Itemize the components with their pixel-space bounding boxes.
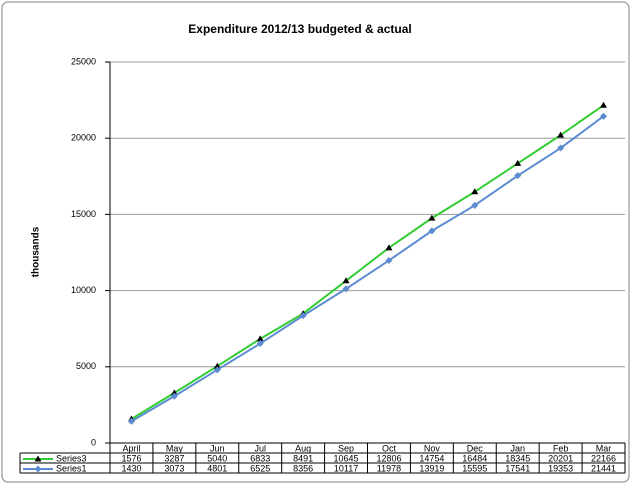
- y-tick-label: 25000: [71, 56, 96, 66]
- table-value: 1576: [121, 453, 141, 463]
- point: [557, 131, 565, 138]
- table-value: 19353: [548, 463, 573, 473]
- table-value: 3287: [164, 453, 184, 463]
- chart-title: Expenditure 2012/13 budgeted & actual: [188, 22, 411, 36]
- x-tick-label: Aug: [295, 443, 311, 453]
- point: [213, 362, 221, 369]
- table-value: 12806: [376, 453, 401, 463]
- table-value: 22166: [591, 453, 616, 463]
- table-value: 10117: [334, 463, 358, 473]
- legend-marker: [34, 465, 42, 473]
- point: [299, 312, 307, 320]
- point: [600, 101, 608, 108]
- point: [385, 256, 393, 264]
- series-line: [130, 104, 605, 420]
- table-value: 3073: [164, 463, 184, 473]
- x-tick-label: May: [166, 443, 184, 453]
- x-tick-label: Jan: [510, 443, 525, 453]
- series-line: [130, 115, 605, 423]
- x-tick-label: Oct: [382, 443, 397, 453]
- point: [213, 366, 221, 374]
- table-value: 4801: [207, 463, 227, 473]
- x-tick-label: April: [122, 443, 140, 453]
- point: [557, 144, 565, 152]
- point: [342, 277, 350, 284]
- table-value: 1430: [121, 463, 141, 473]
- y-tick-label: 10000: [71, 285, 96, 295]
- point: [256, 335, 264, 342]
- table-value: 5040: [207, 453, 227, 463]
- legend-marker: [34, 455, 42, 462]
- table-value: 18345: [505, 453, 530, 463]
- point: [514, 159, 522, 166]
- point: [428, 227, 436, 235]
- table-value: 16484: [462, 453, 487, 463]
- x-tick-label: Dec: [467, 443, 484, 453]
- table-value: 21441: [591, 463, 616, 473]
- table-value: 10645: [334, 453, 359, 463]
- y-tick-label: 5000: [76, 361, 96, 371]
- x-tick-label: Jun: [210, 443, 225, 453]
- table-value: 8491: [293, 453, 313, 463]
- x-tick-label: Mar: [596, 443, 612, 453]
- y-tick-label: 15000: [71, 209, 96, 219]
- x-tick-label: Jul: [254, 443, 266, 453]
- point: [514, 172, 522, 180]
- table-value: 13919: [419, 463, 444, 473]
- table-value: 6833: [250, 453, 270, 463]
- x-tick-label: Sep: [338, 443, 354, 453]
- point: [342, 285, 350, 293]
- legend-label: Series3: [56, 453, 87, 463]
- y-tick-label: 0: [91, 437, 96, 447]
- point: [385, 244, 393, 251]
- table-value: 17541: [505, 463, 530, 473]
- table-value: 14754: [419, 453, 444, 463]
- table-value: 8356: [293, 463, 313, 473]
- legend-label: Series1: [56, 463, 87, 473]
- point: [471, 201, 479, 209]
- table-value: 6525: [250, 463, 270, 473]
- table-value: 11978: [377, 463, 401, 473]
- point: [256, 340, 264, 348]
- table-value: 15595: [462, 463, 487, 473]
- point: [428, 214, 436, 221]
- x-tick-label: Feb: [553, 443, 569, 453]
- point: [600, 112, 608, 120]
- y-axis-label: thousands: [31, 226, 42, 277]
- point: [170, 389, 178, 396]
- y-tick-label: 20000: [71, 133, 96, 143]
- point: [471, 188, 479, 195]
- point: [170, 392, 178, 400]
- point: [127, 417, 135, 425]
- table-value: 20201: [548, 453, 573, 463]
- x-tick-label: Nov: [424, 443, 441, 453]
